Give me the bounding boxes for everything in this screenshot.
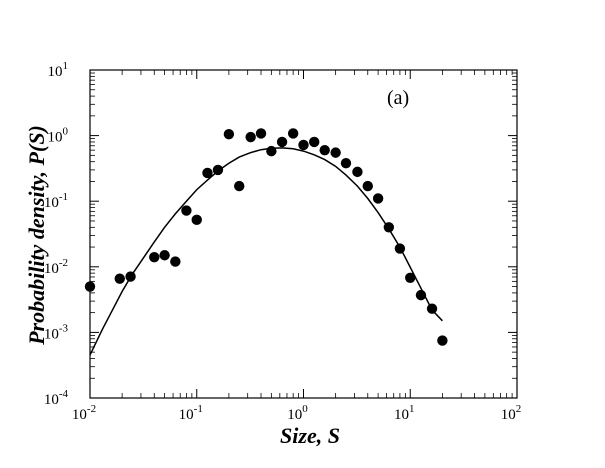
data-point xyxy=(245,131,256,143)
x-tick-label: 100 xyxy=(287,403,308,423)
data-point xyxy=(223,129,235,140)
data-point xyxy=(340,157,352,169)
y-tick-label: 10-1 xyxy=(44,191,68,211)
x-tick-label: 10-2 xyxy=(72,403,96,423)
x-axis-label: Size, S xyxy=(280,423,340,448)
fit-curve xyxy=(89,147,443,356)
data-point xyxy=(159,250,170,261)
data-point xyxy=(309,136,320,148)
plot-content xyxy=(84,128,448,356)
data-point xyxy=(352,166,363,178)
data-point xyxy=(372,193,384,204)
data-point xyxy=(298,139,309,151)
data-point xyxy=(202,167,213,179)
data-point xyxy=(287,128,299,139)
data-point xyxy=(362,180,373,192)
data-point xyxy=(276,136,288,148)
data-point xyxy=(234,180,245,192)
x-tick-label: 102 xyxy=(501,403,522,423)
x-tick-label: 101 xyxy=(394,403,415,423)
y-tick-label: 100 xyxy=(48,126,69,146)
data-point xyxy=(255,128,267,139)
data-point xyxy=(191,214,202,226)
data-point xyxy=(405,272,416,283)
data-point xyxy=(319,144,330,156)
y-tick-label: 10-3 xyxy=(44,322,69,342)
data-point xyxy=(437,335,448,346)
data-point xyxy=(149,252,160,263)
data-point xyxy=(181,205,192,216)
y-axis-label: Probability density, P(S) xyxy=(24,125,49,346)
plot-frame xyxy=(89,69,518,399)
y-tick-label: 10-4 xyxy=(44,388,69,408)
x-tick-label: 10-1 xyxy=(179,403,203,423)
data-point xyxy=(330,147,341,158)
panel-label: (a) xyxy=(387,87,409,109)
y-tick-label: 10-2 xyxy=(44,257,68,277)
axes: 10-2 10-1 100 101 102 10-4 10-3 10-2 10-1 100 101 xyxy=(44,60,521,423)
y-tick-label: 101 xyxy=(48,60,69,80)
data-point xyxy=(114,273,125,284)
data-point xyxy=(170,256,181,267)
